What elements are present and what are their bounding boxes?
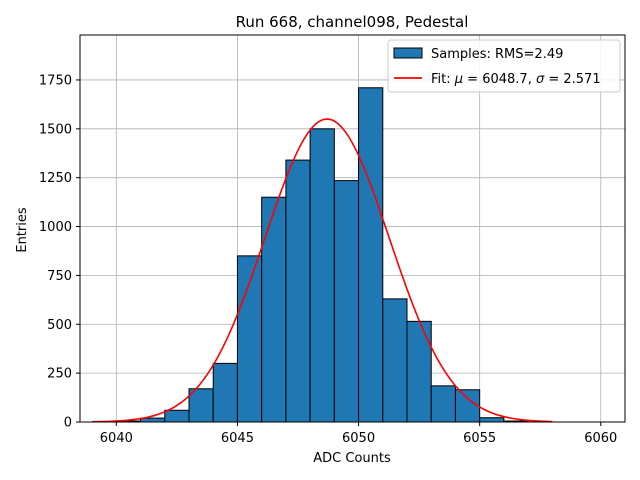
x-tick-label: 6055: [463, 431, 496, 446]
histogram-bar: [479, 417, 505, 423]
histogram-bar: [406, 320, 432, 423]
histogram-bar: [454, 389, 481, 423]
y-tick-label: 1500: [39, 122, 72, 137]
legend-label-samples: Samples: RMS=2.49: [431, 47, 563, 62]
y-tick-label: 1750: [39, 73, 72, 88]
y-tick-label: 500: [47, 318, 72, 333]
y-tick-label: 1000: [39, 220, 72, 235]
y-tick-label: 1250: [39, 171, 72, 186]
histogram-bar: [333, 180, 360, 423]
histogram-bar: [309, 128, 335, 423]
y-axis-label: Entries: [15, 207, 30, 253]
x-tick-label: 6040: [100, 431, 133, 446]
histogram-bar: [430, 385, 456, 423]
y-tick-label: 250: [47, 367, 72, 382]
y-axis-ticks: 0 250 500 750 1000 1250 1500 1750: [39, 73, 80, 431]
fit-curve: [92, 118, 553, 423]
legend-box: [387, 39, 621, 93]
x-tick-label: 6045: [221, 431, 254, 446]
legend: Samples: RMS=2.49 Fit: μ = 6048.7, σ = 2…: [387, 39, 621, 93]
y-tick-label: 0: [64, 416, 72, 431]
histogram-bar: [261, 196, 287, 423]
histogram-bar: [188, 388, 214, 423]
plot-frame: [79, 34, 626, 423]
x-tick-label: 6050: [342, 431, 375, 446]
histogram-bar: [382, 298, 408, 423]
x-tick-label: 6060: [584, 431, 617, 446]
histogram-bar: [212, 362, 238, 423]
x-axis-label: ADC Counts: [313, 451, 391, 466]
histogram-bar: [164, 409, 190, 423]
chart-title: Run 668, channel098, Pedestal: [236, 13, 469, 31]
legend-label-fit: Fit: μ = 6048.7, σ = 2.571: [431, 72, 601, 87]
histogram-bar: [358, 87, 384, 423]
fit-curve-group: [92, 118, 553, 423]
histogram-bars: [115, 87, 529, 423]
histogram-bar: [285, 159, 311, 423]
y-tick-label: 750: [47, 269, 72, 284]
legend-bar-swatch: [393, 47, 423, 59]
x-axis-ticks: 6040 6045 6050 6055 6060: [100, 422, 617, 446]
